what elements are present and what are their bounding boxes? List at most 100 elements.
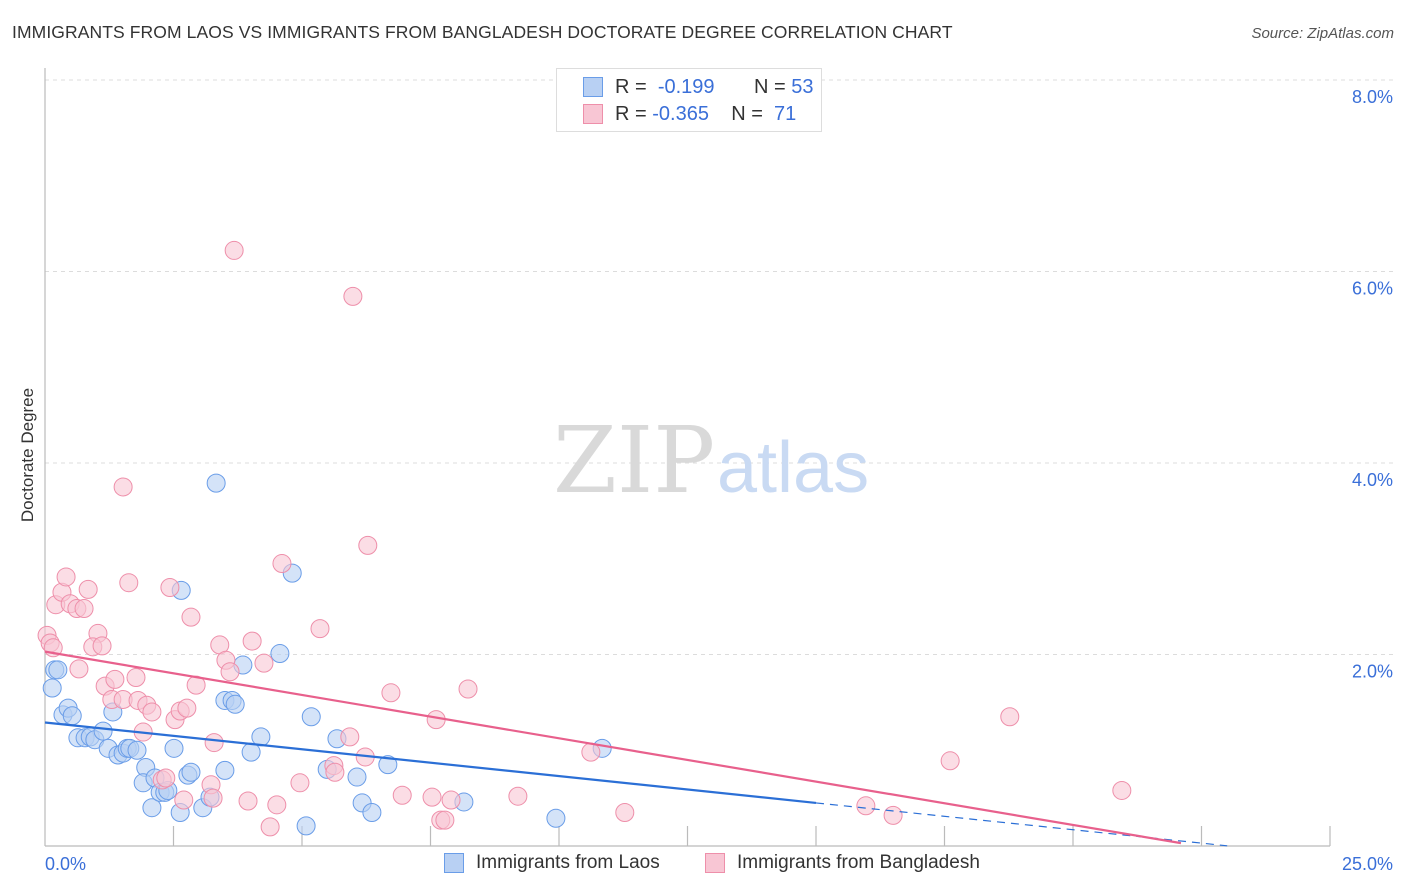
axes	[44, 68, 1331, 847]
point-laos	[48, 660, 68, 680]
point-bangladesh	[272, 554, 292, 574]
point-laos	[347, 767, 367, 787]
point-bangladesh	[56, 567, 76, 587]
point-laos	[301, 707, 321, 727]
point-bangladesh	[267, 795, 287, 815]
point-laos	[127, 740, 147, 760]
point-bangladesh	[381, 683, 401, 703]
legend-item-laos[interactable]: Immigrants from Laos	[444, 852, 660, 874]
r-label: R =	[615, 75, 647, 98]
point-laos	[142, 798, 162, 818]
point-bangladesh	[340, 727, 360, 747]
point-laos	[164, 738, 184, 758]
point-laos	[378, 755, 398, 775]
point-laos	[93, 721, 113, 741]
y-tick-label: 2.0%	[1352, 662, 1393, 682]
point-bangladesh	[310, 619, 330, 639]
stats-legend: R = -0.199 N = 53 R = -0.365 N = 71	[556, 68, 822, 132]
point-bangladesh	[238, 791, 258, 811]
source-label: Source: ZipAtlas.com	[1251, 25, 1394, 42]
bangladesh-legend-swatch	[705, 853, 725, 873]
point-bangladesh	[220, 662, 240, 682]
point-bangladesh	[1000, 707, 1020, 727]
trend-line-extension	[815, 802, 1228, 847]
trend-line	[44, 650, 1182, 845]
trend-line	[44, 721, 817, 805]
laos-swatch	[583, 77, 603, 97]
y-tick-label: 4.0%	[1352, 470, 1393, 490]
point-laos	[181, 762, 201, 782]
point-bangladesh	[113, 477, 133, 497]
point-bangladesh	[156, 768, 176, 788]
point-laos	[241, 742, 261, 762]
point-bangladesh	[508, 786, 528, 806]
points	[37, 240, 1132, 837]
point-laos	[296, 816, 316, 836]
point-bangladesh	[581, 742, 601, 762]
point-bangladesh	[203, 788, 223, 808]
watermark-atlas: atlas	[717, 428, 869, 508]
y-tick-label: 6.0%	[1352, 279, 1393, 299]
x-tick-label: 25.0%	[1342, 854, 1393, 874]
point-laos	[215, 760, 235, 780]
point-bangladesh	[856, 796, 876, 816]
laos-legend-swatch	[444, 853, 464, 873]
point-bangladesh	[458, 679, 478, 699]
bangladesh-swatch	[583, 104, 603, 124]
r-label: R =	[615, 102, 647, 125]
point-bangladesh	[242, 631, 262, 651]
point-bangladesh	[254, 653, 274, 673]
point-bangladesh	[69, 659, 89, 679]
stats-row-laos: R = -0.199 N = 53	[583, 74, 814, 100]
point-bangladesh	[392, 785, 412, 805]
stats-row-bangladesh: R = -0.365 N = 71	[583, 101, 796, 127]
point-bangladesh	[441, 790, 461, 810]
point-laos	[225, 694, 245, 714]
point-laos	[206, 473, 226, 493]
point-bangladesh	[290, 773, 310, 793]
n-value: 53	[791, 75, 814, 98]
point-bangladesh	[435, 810, 455, 830]
point-laos	[270, 644, 290, 664]
gridlines	[45, 79, 1393, 655]
point-bangladesh	[177, 698, 197, 718]
point-bangladesh	[78, 579, 98, 599]
point-bangladesh	[940, 751, 960, 771]
point-laos	[62, 706, 82, 726]
point-bangladesh	[142, 702, 162, 722]
point-bangladesh	[358, 535, 378, 555]
point-bangladesh	[126, 667, 146, 687]
n-label: N =	[731, 102, 763, 125]
point-laos	[42, 678, 62, 698]
point-laos	[546, 808, 566, 828]
y-tick-label: 8.0%	[1352, 87, 1393, 107]
point-bangladesh	[181, 607, 201, 627]
n-value: 71	[774, 102, 797, 125]
point-bangladesh	[74, 599, 94, 619]
r-value: -0.199	[657, 75, 715, 98]
point-bangladesh	[105, 669, 125, 689]
point-laos	[251, 727, 271, 747]
r-value: -0.365	[652, 102, 709, 125]
legend-label: Immigrants from Laos	[476, 852, 660, 873]
point-bangladesh	[343, 286, 363, 306]
tick-labels: 2.0% 4.0% 6.0% 8.0% 0.0% 25.0%	[45, 87, 1393, 874]
point-bangladesh	[1112, 780, 1132, 800]
point-bangladesh	[92, 636, 112, 656]
chart-title: IMMIGRANTS FROM LAOS VS IMMIGRANTS FROM …	[12, 22, 953, 42]
n-label: N =	[754, 75, 786, 98]
legend-item-bangladesh[interactable]: Immigrants from Bangladesh	[705, 852, 980, 874]
point-bangladesh	[325, 762, 345, 782]
point-bangladesh	[422, 787, 442, 807]
point-bangladesh	[174, 790, 194, 810]
legend-label: Immigrants from Bangladesh	[737, 852, 980, 873]
watermark: ZIP atlas	[553, 407, 869, 514]
x-tick-label: 0.0%	[45, 854, 86, 874]
point-bangladesh	[204, 733, 224, 753]
point-laos	[362, 802, 382, 822]
point-bangladesh	[119, 573, 139, 593]
point-bangladesh	[160, 577, 180, 597]
point-bangladesh	[260, 817, 280, 837]
trend-lines	[44, 650, 1228, 847]
